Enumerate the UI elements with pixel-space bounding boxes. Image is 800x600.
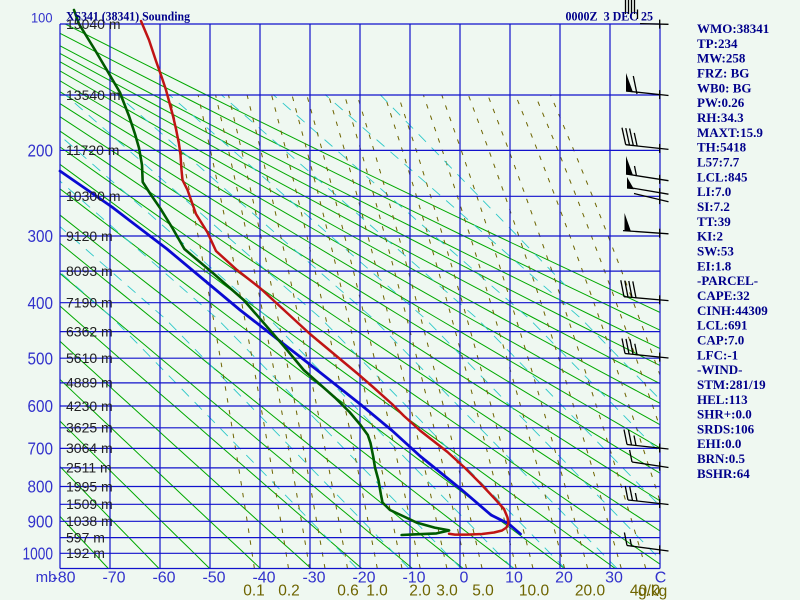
svg-text:9120 m: 9120 m xyxy=(66,228,113,244)
svg-text:LFC:-1: LFC:-1 xyxy=(697,347,738,362)
svg-text:1.0: 1.0 xyxy=(366,583,388,600)
svg-text:7190 m: 7190 m xyxy=(66,295,113,311)
svg-text:EI:1.8: EI:1.8 xyxy=(697,258,732,273)
svg-text:-40: -40 xyxy=(252,570,275,587)
svg-text:CAPE:32: CAPE:32 xyxy=(697,288,750,303)
svg-text:5.0: 5.0 xyxy=(472,583,494,600)
svg-text:3625 m: 3625 m xyxy=(66,420,113,436)
svg-text:XS341 (38341) Sounding: XS341 (38341) Sounding xyxy=(66,9,190,24)
svg-text:BRN:0.5: BRN:0.5 xyxy=(697,451,746,466)
svg-text:WB0: BG: WB0: BG xyxy=(697,80,752,95)
svg-text:SW:53: SW:53 xyxy=(697,243,734,258)
svg-text:6362 m: 6362 m xyxy=(66,323,113,339)
svg-text:-10: -10 xyxy=(402,570,425,587)
svg-text:-30: -30 xyxy=(302,570,325,587)
svg-text:600: 600 xyxy=(28,396,54,416)
svg-text:10300 m: 10300 m xyxy=(66,188,120,204)
svg-text:SRDS:106: SRDS:106 xyxy=(697,421,755,436)
svg-text:500: 500 xyxy=(28,348,54,368)
svg-text:-20: -20 xyxy=(352,570,375,587)
svg-text:0.2: 0.2 xyxy=(278,583,300,600)
svg-text:4889 m: 4889 m xyxy=(66,375,113,391)
svg-text:597 m: 597 m xyxy=(66,529,105,545)
svg-text:MAXT:15.9: MAXT:15.9 xyxy=(697,125,763,140)
svg-text:40.0: 40.0 xyxy=(630,583,661,600)
svg-text:2.0: 2.0 xyxy=(409,583,431,600)
svg-text:MW:258: MW:258 xyxy=(697,51,746,66)
svg-text:LI:7.0: LI:7.0 xyxy=(697,184,731,199)
svg-text:g/kg: g/kg xyxy=(638,583,667,600)
svg-text:100: 100 xyxy=(31,10,53,26)
svg-text:-60: -60 xyxy=(152,570,175,587)
svg-text:HEL:113: HEL:113 xyxy=(697,392,748,407)
svg-text:TP:234: TP:234 xyxy=(697,36,738,51)
svg-text:TT:39: TT:39 xyxy=(697,214,731,229)
svg-text:C: C xyxy=(655,570,667,587)
svg-text:13540 m: 13540 m xyxy=(66,87,120,103)
svg-text:11720 m: 11720 m xyxy=(66,142,119,158)
svg-text:10.0: 10.0 xyxy=(519,583,550,600)
svg-text:0.1: 0.1 xyxy=(243,583,265,600)
svg-text:2511 m: 2511 m xyxy=(66,460,112,476)
svg-text:20: 20 xyxy=(555,570,573,587)
svg-text:RH:34.3: RH:34.3 xyxy=(697,110,744,125)
svg-text:EHI:0.0: EHI:0.0 xyxy=(697,436,741,451)
svg-text:BSHR:64: BSHR:64 xyxy=(697,466,750,481)
svg-text:5610 m: 5610 m xyxy=(66,350,113,366)
svg-text:1000: 1000 xyxy=(23,544,54,564)
svg-text:CINH:44309: CINH:44309 xyxy=(697,303,768,318)
svg-text:15040 m: 15040 m xyxy=(66,16,120,32)
svg-text:SI:7.2: SI:7.2 xyxy=(697,199,730,214)
svg-text:-50: -50 xyxy=(202,570,225,587)
svg-text:FRZ: BG: FRZ: BG xyxy=(697,66,749,81)
svg-text:300: 300 xyxy=(28,226,54,246)
svg-text:1995 m: 1995 m xyxy=(66,478,113,494)
svg-text:1038 m: 1038 m xyxy=(66,513,113,529)
svg-text:900: 900 xyxy=(28,512,54,532)
svg-text:0: 0 xyxy=(460,570,469,587)
svg-text:10: 10 xyxy=(505,570,523,587)
svg-text:700: 700 xyxy=(28,439,54,459)
svg-text:SHR+:0.0: SHR+:0.0 xyxy=(697,407,752,422)
svg-text:4230 m: 4230 m xyxy=(66,398,113,414)
svg-text:WMO:38341: WMO:38341 xyxy=(697,21,769,36)
svg-text:0000Z 3 DEC 25: 0000Z 3 DEC 25 xyxy=(566,9,654,24)
svg-text:200: 200 xyxy=(28,141,54,161)
svg-text:LCL:845: LCL:845 xyxy=(697,169,748,184)
svg-text:L57:7.7: L57:7.7 xyxy=(697,155,740,170)
svg-text:20.0: 20.0 xyxy=(575,583,606,600)
svg-text:TH:5418: TH:5418 xyxy=(697,140,747,155)
svg-text:-80: -80 xyxy=(52,570,75,587)
svg-text:3.0: 3.0 xyxy=(436,583,458,600)
svg-text:0.6: 0.6 xyxy=(337,583,359,600)
svg-text:400: 400 xyxy=(28,293,54,313)
svg-text:30: 30 xyxy=(605,570,623,587)
svg-text:-70: -70 xyxy=(102,570,125,587)
svg-text:192 m: 192 m xyxy=(66,545,105,561)
svg-text:mb: mb xyxy=(36,569,57,586)
svg-text:-PARCEL-: -PARCEL- xyxy=(697,273,758,288)
svg-text:KI:2: KI:2 xyxy=(697,229,723,244)
svg-text:800: 800 xyxy=(28,477,54,497)
svg-text:LCL:691: LCL:691 xyxy=(697,318,748,333)
svg-text:PW:0.26: PW:0.26 xyxy=(697,95,745,110)
svg-text:3064 m: 3064 m xyxy=(66,440,113,456)
svg-text:-WIND-: -WIND- xyxy=(697,362,743,377)
svg-text:1509 m: 1509 m xyxy=(66,496,113,512)
svg-text:CAP:7.0: CAP:7.0 xyxy=(697,332,744,347)
svg-text:8093 m: 8093 m xyxy=(66,263,113,279)
svg-text:STM:281/19: STM:281/19 xyxy=(697,377,766,392)
